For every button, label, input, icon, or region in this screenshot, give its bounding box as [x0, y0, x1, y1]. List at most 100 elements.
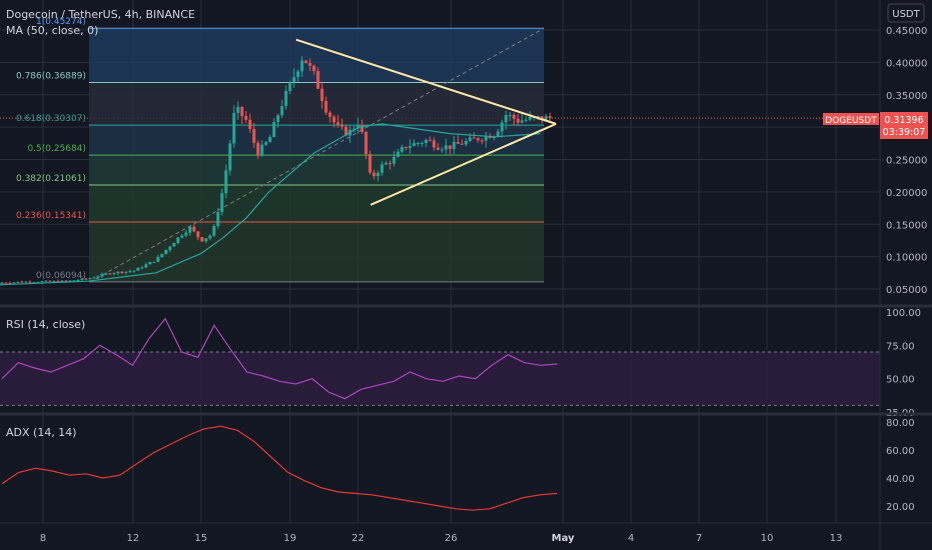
fib-label: 0.236(0.15341) — [16, 211, 86, 221]
candle-body — [324, 101, 328, 113]
candle-body — [396, 151, 400, 158]
candle-body — [384, 162, 388, 165]
candle-body — [380, 164, 384, 173]
candle-body — [192, 226, 196, 232]
candle-body — [108, 273, 112, 275]
time-tick-label: 22 — [352, 533, 365, 544]
time-tick-label: May — [552, 533, 575, 544]
candle-body — [320, 88, 324, 102]
candle-body — [28, 281, 32, 283]
candle-body — [84, 278, 88, 280]
candle-body — [76, 279, 80, 281]
candle-body — [456, 141, 460, 144]
candle-body — [312, 65, 316, 72]
fib-zone — [89, 155, 544, 186]
candle-body — [44, 280, 48, 282]
fib-trend-line[interactable] — [89, 27, 545, 283]
candle-body — [444, 145, 448, 150]
candle-body — [388, 162, 392, 164]
candle-body — [140, 267, 144, 269]
candle-body — [252, 129, 256, 143]
candle-body — [528, 116, 532, 120]
candle-body — [376, 172, 380, 177]
candle-body — [132, 270, 136, 272]
adx-tick-label: 60.00 — [886, 446, 915, 457]
candle-body — [364, 131, 368, 155]
candle-body — [164, 249, 168, 254]
rsi-title[interactable]: RSI (14, close) — [6, 318, 85, 331]
currency-button-label[interactable]: USDT — [892, 9, 920, 20]
time-tick-label: 26 — [445, 533, 458, 544]
candle-body — [424, 139, 428, 143]
candle-body — [284, 90, 288, 107]
candle-body — [448, 145, 452, 149]
candle-body — [228, 143, 232, 171]
price-badge — [880, 112, 928, 139]
currency-button[interactable] — [887, 3, 925, 23]
candle-body — [280, 106, 284, 116]
time-tick-label: 19 — [284, 533, 297, 544]
candle-body — [80, 278, 84, 280]
candle-body — [340, 124, 344, 127]
candle-body — [316, 71, 320, 89]
candle-body — [240, 106, 244, 117]
candle-body — [256, 142, 260, 156]
time-axis[interactable]: 8 12 15 19 22 26 May 4 7 10 13 — [40, 533, 843, 544]
price-badge-value: 0.31396 — [884, 115, 923, 126]
candle-body — [440, 149, 444, 151]
candle-body — [52, 280, 56, 282]
candle-body — [460, 143, 464, 145]
fib-label: 1(0.45274) — [36, 17, 86, 27]
candle-body — [216, 212, 220, 226]
candle-body — [308, 62, 312, 66]
symbol-badge-label: DOGEUSDT — [825, 116, 877, 126]
price-tick-label: 0.35000 — [886, 91, 927, 102]
candle-body — [260, 144, 264, 156]
candle-body — [452, 141, 456, 149]
candle-body — [188, 226, 192, 233]
price-axis[interactable]: 0.450000.400000.350000.300000.250000.200… — [886, 26, 927, 296]
candle-body — [300, 60, 304, 72]
candle-body — [236, 106, 240, 113]
price-tick-label: 0.45000 — [886, 26, 927, 37]
triangle-lower-line[interactable] — [370, 122, 557, 206]
time-tick-label: 4 — [628, 533, 634, 544]
candle-body — [20, 281, 24, 283]
fib-zone — [89, 222, 544, 282]
adx-tick-label: 20.00 — [886, 502, 915, 513]
trend-line[interactable] — [89, 27, 545, 283]
triangle-pattern[interactable] — [295, 38, 557, 206]
fibonacci-retracement[interactable]: 1(0.45274) 0.786(0.36889) 0.618(0.30307) 0.… — [16, 17, 544, 283]
candle-body — [120, 271, 124, 273]
candle-body — [276, 115, 280, 123]
candle-body — [16, 281, 20, 283]
rsi-line — [1, 317, 558, 400]
price-tick-label: 0.05000 — [886, 285, 927, 296]
adx-title[interactable]: ADX (14, 14) — [6, 426, 77, 439]
candle-body — [68, 280, 72, 282]
triangle-upper-line[interactable] — [295, 38, 557, 125]
candle-body — [264, 142, 268, 145]
candle-body — [72, 280, 76, 282]
candle-body — [212, 225, 216, 236]
candle-body — [500, 122, 504, 132]
ma-legend[interactable]: MA (50, close, 0) — [6, 24, 98, 37]
fib-label: 0.618(0.30307) — [16, 114, 86, 124]
candle-body — [356, 124, 360, 129]
candle-body — [296, 71, 300, 78]
candle-body — [220, 193, 224, 213]
candle-body — [536, 116, 540, 118]
candle-body — [8, 282, 12, 284]
candle-body — [204, 238, 208, 242]
candle-body — [116, 271, 120, 274]
candle-body — [12, 282, 16, 284]
candle-body — [88, 278, 92, 280]
candle-body — [136, 267, 140, 271]
candle-body — [484, 135, 488, 141]
candle-body — [272, 122, 276, 138]
candle-body — [524, 119, 528, 121]
candle-body — [292, 77, 296, 83]
candle-body — [428, 139, 432, 141]
